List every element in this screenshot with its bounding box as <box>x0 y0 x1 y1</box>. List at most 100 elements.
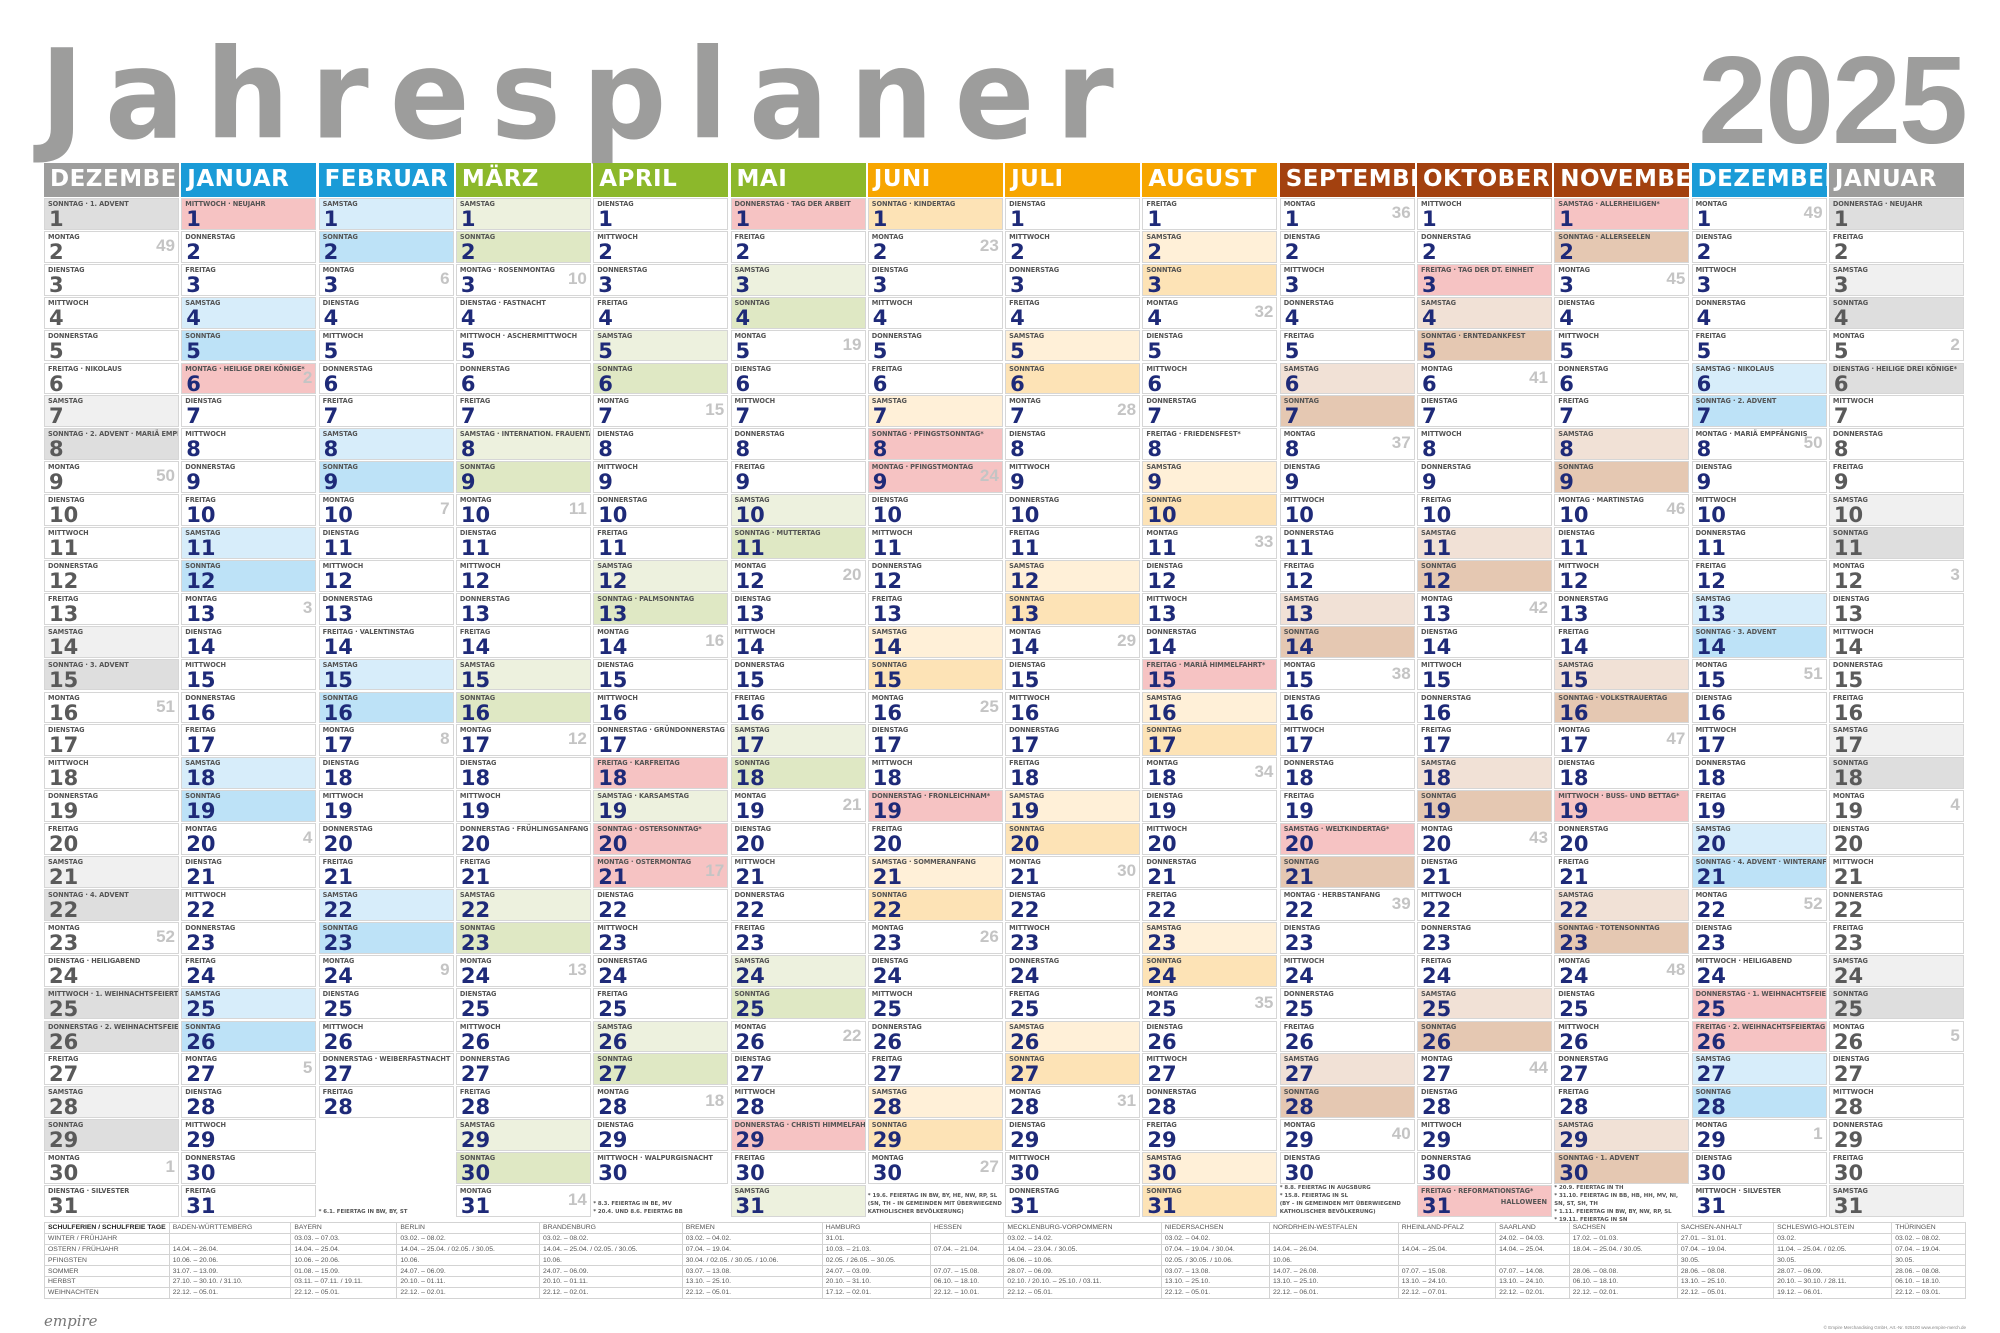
day-cell: MITTWOCH 14 <box>1828 625 1964 658</box>
day-number: 7 <box>460 404 476 428</box>
day-cell: MONTAG 21 30 <box>1005 856 1141 888</box>
month-header: MAI <box>730 163 866 197</box>
day-number: 7 <box>1696 404 1712 428</box>
day-cell: FREITAG 19 <box>1279 790 1415 823</box>
day-number: 23 <box>1010 930 1040 954</box>
weekday-label: SONNTAG <box>48 1121 84 1130</box>
weekday-label: MITTWOCH <box>1283 265 1325 274</box>
day-number: 2 <box>1422 239 1437 263</box>
day-number: 16 <box>1559 700 1589 724</box>
weekday-label: DIENSTAG · SILVESTER <box>48 1187 130 1195</box>
day-number: 20 <box>1284 832 1314 855</box>
week-number: 33 <box>1254 532 1274 551</box>
day-cell: SAMSTAG 12 <box>1005 559 1141 592</box>
day-number: 13 <box>186 601 216 625</box>
day-number: 25 <box>872 996 903 1020</box>
day-cell: MITTWOCH 24 <box>1279 954 1415 987</box>
day-number: 17 <box>186 733 216 757</box>
state-header: SACHSEN <box>1568 1222 1678 1234</box>
day-number: 6 <box>1833 371 1849 395</box>
day-number: 30 <box>186 1161 216 1184</box>
week-number: 26 <box>979 926 999 946</box>
day-number: 10 <box>1833 503 1864 526</box>
day-number: 26 <box>460 1029 491 1053</box>
weekday-label: SONNTAG <box>1146 1187 1182 1195</box>
weekday-label: DIENSTAG <box>871 726 909 735</box>
weekday-label: MITTWOCH · BUSS- UND BETTAG* <box>1558 792 1680 801</box>
day-number: 13 <box>598 601 628 625</box>
weekday-label: MONTAG · HEILIGE DREI KÖNIGE* <box>185 364 305 373</box>
day-cell: DIENSTAG 10 <box>44 494 179 526</box>
week-number: 1 <box>1813 1124 1823 1144</box>
day-cell: DIENSTAG 25 <box>1554 987 1690 1020</box>
weekday-label: MONTAG <box>1283 1121 1316 1130</box>
table-cell: 03.02. – 08.02. <box>1891 1232 1966 1245</box>
day-number: 30 <box>1696 1161 1726 1184</box>
day-number: 12 <box>1147 568 1177 592</box>
day-cell: FREITAG 14 <box>1554 625 1690 658</box>
day-cell: DONNERSTAG 18 <box>1691 757 1827 790</box>
day-number: 30 <box>1559 1161 1589 1184</box>
state-header: SACHSEN-ANHALT <box>1676 1222 1775 1234</box>
weekday-label: FREITAG <box>48 594 79 603</box>
state-header: SAARLAND <box>1495 1222 1570 1234</box>
day-number: 28 <box>1833 1095 1864 1119</box>
weekday-label: SONNTAG · 4. ADVENT <box>48 890 129 899</box>
day-cell: FREITAG 6 <box>867 362 1003 395</box>
day-number: 18 <box>598 766 628 790</box>
day-cell: SAMSTAG · SOMMERANFANG 21 <box>867 856 1003 888</box>
table-cell: 03.07. – 13.08. <box>1160 1265 1270 1277</box>
day-cell: FREITAG 27 <box>44 1053 179 1086</box>
weekday-label: DIENSTAG <box>48 265 85 274</box>
day-cell: MONTAG 3 45 <box>1554 263 1690 296</box>
weekday-label: FREITAG · 2. WEIHNACHTSFEIERTAG <box>1695 1022 1826 1031</box>
day-number: 31 <box>735 1194 765 1217</box>
weekday-label: DIENSTAG <box>1283 1154 1321 1163</box>
weekday-label: MONTAG <box>1695 890 1728 899</box>
day-number: 21 <box>1559 865 1589 888</box>
day-cell: DIENSTAG 15 <box>593 658 729 691</box>
day-number: 10 <box>872 503 903 526</box>
day-cell: FREITAG 7 <box>455 395 591 428</box>
day-number: 17 <box>1833 733 1864 757</box>
weekday-label: SAMSTAG <box>734 1187 770 1195</box>
weekday-label: MITTWOCH <box>1283 496 1325 505</box>
table-cell: 07.04. – 19.04. / 30.04. <box>1160 1243 1270 1256</box>
table-cell <box>168 1232 292 1245</box>
day-number: 11 <box>1010 536 1040 559</box>
day-cell: FREITAG 9 <box>1828 461 1964 494</box>
day-number: 30 <box>1833 1161 1864 1184</box>
day-cell: MONTAG 17 12 <box>455 724 591 757</box>
day-cell: SAMSTAG 7 <box>867 395 1003 428</box>
day-cell: SAMSTAG 28 <box>867 1086 1003 1119</box>
day-number: 24 <box>49 963 79 987</box>
day-number: 30 <box>1284 1161 1314 1184</box>
weekday-label: MONTAG <box>322 265 355 274</box>
day-number: 15 <box>872 667 903 691</box>
day-number: 5 <box>598 338 613 362</box>
day-number: 29 <box>872 1128 903 1152</box>
day-cell: MITTWOCH 26 <box>1554 1020 1690 1053</box>
weekday-label: FREITAG <box>1146 200 1177 208</box>
weekday-label: DONNERSTAG <box>1558 594 1609 603</box>
day-number: 1 <box>598 207 613 230</box>
table-cell: 02.10. / 20.10. – 25.10. / 03.11. <box>1003 1275 1162 1288</box>
table-cell: 07.07. – 14.08. <box>1495 1265 1570 1277</box>
weekday-label: DIENSTAG <box>322 989 360 998</box>
day-cell: MONTAG 26 22 <box>730 1020 866 1053</box>
day-cell: SAMSTAG 2 <box>1142 230 1278 263</box>
day-number: 12 <box>323 568 353 592</box>
day-cell: MITTWOCH 3 <box>1691 263 1827 296</box>
day-number: 1 <box>1147 207 1163 230</box>
day-number: 1 <box>1010 207 1025 230</box>
day-cell: DONNERSTAG 2 <box>181 230 317 263</box>
day-cell: SONNTAG 27 <box>1005 1053 1141 1086</box>
day-number: 13 <box>872 601 903 625</box>
day-number: 21 <box>735 865 765 888</box>
day-number: 3 <box>598 272 613 296</box>
day-number: 15 <box>735 667 765 691</box>
weekday-label: DONNERSTAG <box>1421 232 1471 241</box>
day-number: 13 <box>1559 601 1589 625</box>
weekday-label: MONTAG · HERBSTANFANG <box>1283 890 1381 899</box>
weekday-label: DONNERSTAG <box>185 923 236 932</box>
